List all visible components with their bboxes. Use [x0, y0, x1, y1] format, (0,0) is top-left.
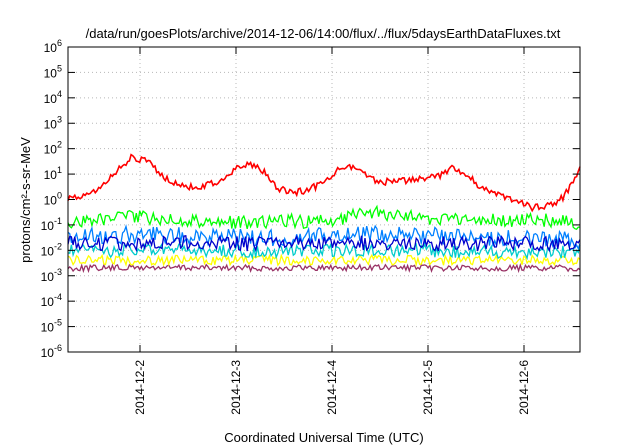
y-tick-label: 105 [44, 63, 62, 80]
series-line [67, 224, 581, 251]
series-line [67, 262, 581, 274]
x-tick-label: 2014-12-5 [421, 360, 435, 415]
chart-title: /data/run/goesPlots/archive/2014-12-06/1… [86, 26, 561, 41]
y-tick-label: 10-2 [41, 241, 62, 258]
x-tick-label: 2014-12-6 [517, 360, 531, 415]
series-line [67, 204, 580, 230]
series-line [67, 253, 581, 268]
y-tick-label: 10-5 [41, 318, 62, 335]
y-tick-label: 10-3 [41, 267, 62, 284]
x-axis-ticks: 2014-12-2 2014-12-3 2014-12-4 2014-12-5 2014… [133, 47, 531, 415]
x-tick-label: 2014-12-3 [229, 360, 243, 415]
y-tick-label: 102 [44, 140, 62, 157]
y-tick-label: 10-4 [41, 292, 62, 309]
series-line [67, 153, 581, 213]
y-tick-label: 101 [44, 165, 62, 182]
x-axis-label: Coordinated Universal Time (UTC) [224, 430, 423, 445]
x-tick-label: 2014-12-2 [133, 360, 147, 415]
y-axis-label: protons/cm²-s-sr-MeV [18, 137, 33, 263]
series-line [67, 241, 581, 261]
y-tick-label: 103 [44, 114, 62, 131]
y-tick-label: 100 [44, 191, 62, 208]
y-axis-ticks: 10-6 10-5 10-4 10-3 10-2 10-1 100 101 102 103 104 1… [41, 38, 580, 360]
grid-lines [68, 47, 580, 352]
y-tick-label: 10-1 [41, 216, 62, 233]
y-tick-label: 104 [44, 89, 62, 106]
x-tick-label: 2014-12-4 [325, 360, 339, 415]
series-layer [67, 153, 581, 274]
y-tick-label: 10-6 [41, 343, 62, 360]
series-line [67, 234, 581, 253]
y-tick-label: 106 [44, 38, 62, 55]
